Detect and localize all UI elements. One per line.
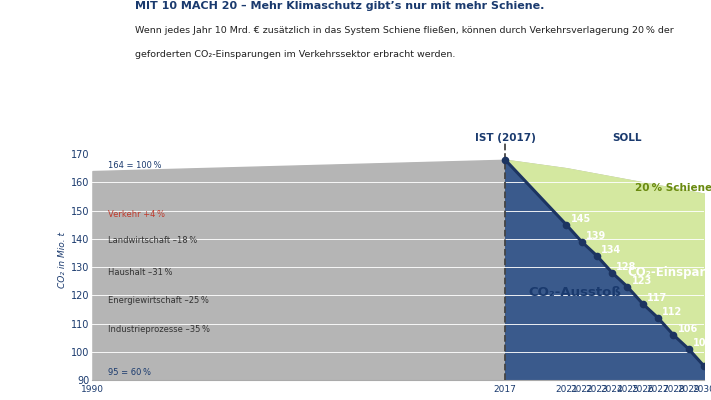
- Text: Industrieprozesse –35 %: Industrieprozesse –35 %: [108, 325, 210, 334]
- Text: CO₂-Ausstoß: CO₂-Ausstoß: [528, 286, 621, 299]
- Text: 164 = 100 %: 164 = 100 %: [108, 161, 161, 170]
- Text: Landwirtschaft –18 %: Landwirtschaft –18 %: [108, 236, 197, 245]
- Text: 168: 168: [509, 148, 530, 158]
- Text: 117: 117: [647, 293, 667, 303]
- Text: Wenn jedes Jahr 10 Mrd. € zusätzlich in das System Schiene fließen, können durch: Wenn jedes Jahr 10 Mrd. € zusätzlich in …: [135, 26, 674, 35]
- Text: Haushalt –31 %: Haushalt –31 %: [108, 268, 172, 277]
- Text: IST (2017): IST (2017): [475, 133, 535, 143]
- Text: 139: 139: [586, 231, 606, 241]
- Text: CO₂-Einsparungen: CO₂-Einsparungen: [628, 266, 711, 279]
- Text: SOLL: SOLL: [613, 133, 642, 143]
- Text: 134: 134: [601, 245, 621, 255]
- Text: 128: 128: [616, 262, 637, 272]
- Text: 101: 101: [693, 338, 711, 348]
- Text: 112: 112: [662, 307, 683, 317]
- Text: 95 = 60 %: 95 = 60 %: [108, 368, 151, 377]
- Text: 20 % Schiene: 20 % Schiene: [635, 183, 711, 193]
- Text: Energiewirtschaft –25 %: Energiewirtschaft –25 %: [108, 296, 208, 306]
- Text: MIT 10 MACH 20 – Mehr Klimaschutz gibt’s nur mit mehr Schiene.: MIT 10 MACH 20 – Mehr Klimaschutz gibt’s…: [135, 1, 545, 11]
- Text: geforderten CO₂-Einsparungen im Verkehrssektor erbracht werden.: geforderten CO₂-Einsparungen im Verkehrs…: [135, 50, 456, 59]
- Text: 95: 95: [708, 355, 711, 365]
- Text: 123: 123: [631, 276, 652, 286]
- Text: 106: 106: [678, 324, 697, 334]
- Text: 145: 145: [570, 214, 591, 224]
- Text: Verkehr +4 %: Verkehr +4 %: [108, 210, 165, 219]
- Y-axis label: CO₂ in Mio. t: CO₂ in Mio. t: [58, 232, 67, 288]
